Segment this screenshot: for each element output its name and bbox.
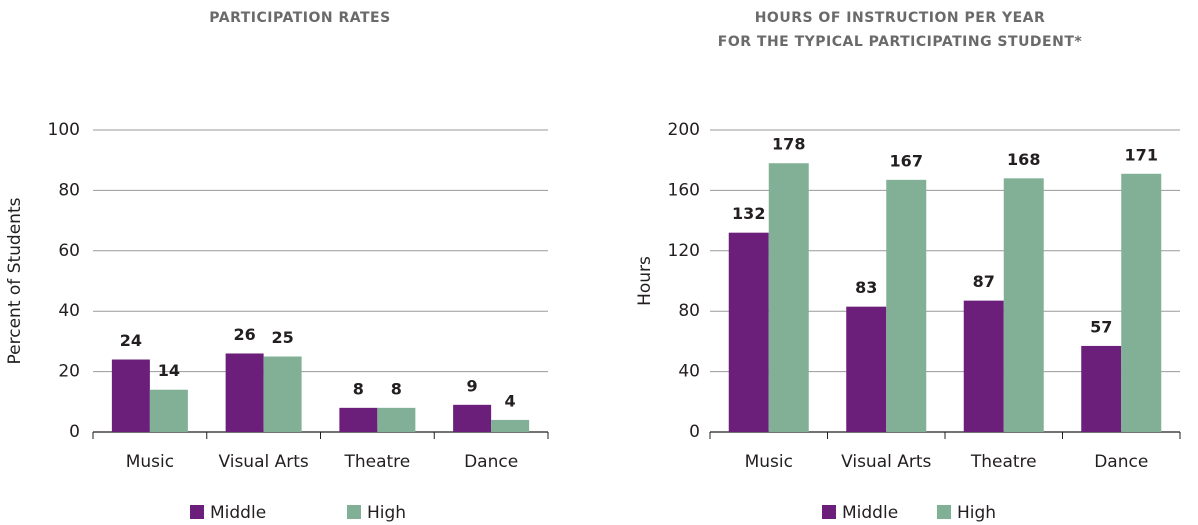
legend-label: Middle: [842, 503, 898, 523]
value-label: 25: [271, 328, 293, 347]
x-tick-label: Dance: [464, 452, 518, 472]
value-label: 168: [1007, 150, 1040, 169]
y-tick-label: 200: [668, 120, 700, 140]
bar: [263, 356, 302, 432]
legend-label: Middle: [210, 503, 266, 523]
bar: [491, 419, 530, 432]
value-label: 8: [353, 379, 364, 398]
value-label: 14: [158, 361, 180, 380]
bar: [886, 179, 927, 432]
bar: [111, 359, 150, 432]
bar: [1121, 173, 1162, 433]
y-tick-label: 40: [58, 301, 80, 321]
legend-swatch: [822, 505, 836, 519]
value-label: 8: [391, 379, 402, 398]
y-tick-label: 160: [668, 180, 700, 200]
value-label: 26: [233, 325, 255, 344]
bar: [1003, 178, 1044, 432]
bar: [1081, 345, 1122, 432]
y-tick-label: 0: [689, 422, 700, 442]
x-tick-label: Theatre: [970, 452, 1037, 472]
chart-title: PARTICIPATION RATES: [209, 10, 390, 26]
legend-swatch: [347, 505, 361, 519]
value-label: 24: [120, 331, 142, 350]
bar: [377, 407, 416, 432]
value-label: 9: [467, 376, 478, 395]
bar: [846, 306, 887, 432]
y-tick-label: 120: [668, 241, 700, 261]
x-tick-label: Dance: [1094, 452, 1148, 472]
legend-label: High: [367, 503, 406, 523]
y-tick-label: 40: [678, 362, 700, 382]
bar: [963, 300, 1004, 432]
x-tick-label: Visual Arts: [218, 452, 308, 472]
legend-swatch: [190, 505, 204, 519]
x-tick-label: Music: [126, 452, 174, 472]
bar: [728, 232, 769, 432]
legend-swatch: [937, 505, 951, 519]
y-axis-label: Percent of Students: [5, 197, 25, 364]
legend-label: High: [957, 503, 996, 523]
bar: [768, 163, 809, 432]
y-tick-label: 60: [58, 241, 80, 261]
x-tick-label: Theatre: [343, 452, 410, 472]
value-label: 171: [1125, 145, 1158, 164]
value-label: 132: [732, 204, 765, 223]
y-tick-label: 20: [58, 362, 80, 382]
x-tick-label: Music: [745, 452, 793, 472]
value-label: 4: [505, 391, 516, 410]
bar: [225, 353, 264, 432]
value-label: 167: [890, 151, 923, 170]
x-tick-label: Visual Arts: [841, 452, 931, 472]
y-tick-label: 80: [678, 301, 700, 321]
bar: [339, 407, 378, 432]
chart-title: HOURS OF INSTRUCTION PER YEAR: [755, 10, 1046, 26]
y-tick-label: 80: [58, 180, 80, 200]
y-tick-label: 100: [48, 120, 80, 140]
value-label: 57: [1090, 317, 1112, 336]
y-axis-label: Hours: [635, 256, 655, 306]
value-label: 178: [772, 135, 805, 154]
y-tick-label: 0: [69, 422, 80, 442]
chart-title: FOR THE TYPICAL PARTICIPATING STUDENT*: [718, 34, 1083, 50]
bar: [453, 404, 492, 432]
value-label: 87: [973, 272, 995, 291]
bar: [149, 389, 188, 432]
value-label: 83: [855, 278, 877, 297]
